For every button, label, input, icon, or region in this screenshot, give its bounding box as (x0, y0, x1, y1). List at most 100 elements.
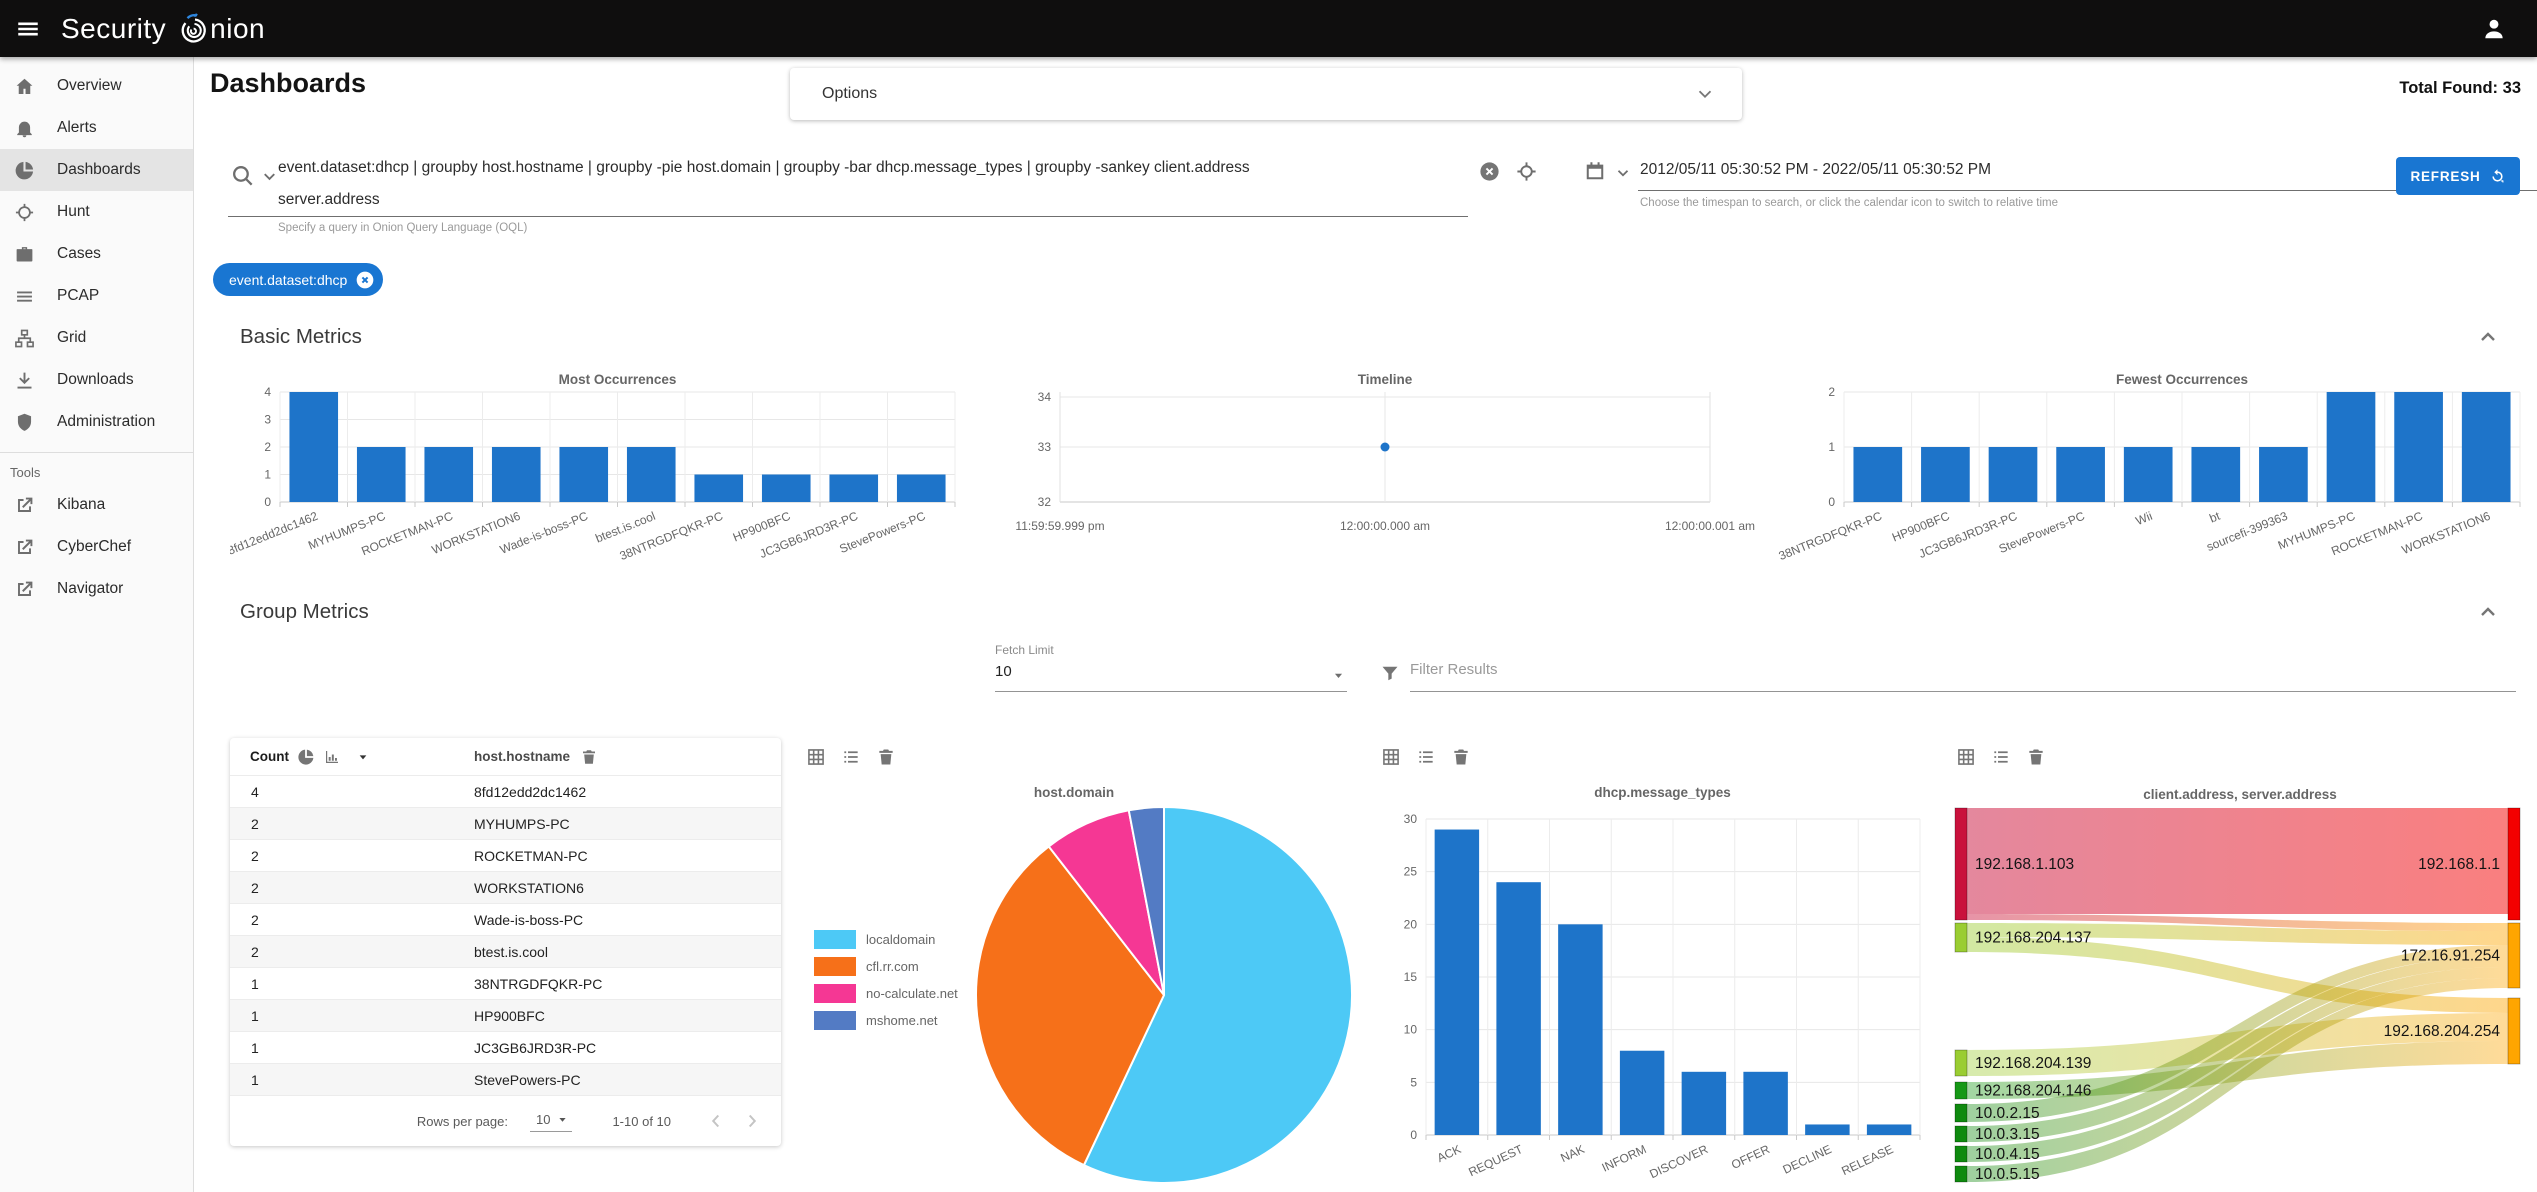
sankey-node-172.16.91.254[interactable] (2507, 922, 2521, 989)
timeline-point[interactable] (1380, 442, 1390, 452)
sankey-node-10.0.5.15[interactable] (1954, 1165, 1968, 1183)
remove-filter-icon[interactable] (355, 270, 375, 290)
sidebar-tool-kibana[interactable]: Kibana (0, 484, 193, 526)
sankey-node-10.0.2.15[interactable] (1954, 1103, 1968, 1123)
table-row[interactable]: 2 MYHUMPS-PC (230, 807, 781, 839)
sankey-link-10.0.3.15-to-172.16.91.254[interactable] (1967, 956, 2508, 1142)
list-view-icon[interactable] (841, 747, 861, 767)
sidebar-item-hunt[interactable]: Hunt (0, 191, 193, 233)
menu-icon[interactable] (15, 16, 41, 42)
bar-38NTRGDFQKR-PC[interactable] (694, 474, 744, 503)
sankey-node-192.168.1.1[interactable] (2507, 807, 2521, 921)
sankey-node-192.168.204.146[interactable] (1954, 1081, 1968, 1100)
bar-ROCKETMAN-PC[interactable] (2394, 392, 2443, 502)
date-chevron-icon[interactable] (1614, 164, 1632, 182)
trash-icon[interactable] (1451, 747, 1471, 767)
legend-item[interactable]: mshome.net (814, 1007, 958, 1034)
sidebar-item-downloads[interactable]: Downloads (0, 359, 193, 401)
sort-caret-icon[interactable] (355, 749, 371, 765)
previous-page-icon[interactable] (705, 1110, 727, 1132)
sankey-node-192.168.204.139[interactable] (1954, 1049, 1968, 1077)
table-row[interactable]: 1 HP900BFC (230, 999, 781, 1031)
sidebar-item-administration[interactable]: Administration (0, 401, 193, 443)
sankey-node-192.168.204.254[interactable] (2507, 997, 2521, 1065)
sankey-link-192.168.204.137-to-172.16.91.254[interactable] (1967, 923, 2508, 945)
bar-Wii[interactable] (2123, 447, 2173, 502)
bar-MYHUMPS-PC[interactable] (2326, 392, 2376, 502)
basic-metrics-collapse-icon[interactable] (2476, 325, 2500, 349)
fetch-limit-caret-icon[interactable] (1330, 667, 1347, 684)
bar-JC3GB6JRD3R-PC[interactable] (1988, 447, 2038, 502)
sidebar-item-pcap[interactable]: PCAP (0, 275, 193, 317)
sankey-node-10.0.3.15[interactable] (1954, 1125, 1968, 1143)
pie-slice-cfl.rr.com[interactable] (975, 845, 1166, 1167)
sankey-link-10.0.4.15-to-172.16.91.254[interactable] (1967, 967, 2508, 1162)
bar-chart-toggle-icon[interactable] (323, 748, 341, 766)
list-view-icon[interactable] (1416, 747, 1436, 767)
bar-HP900BFC[interactable] (1921, 447, 1970, 502)
clear-query-icon[interactable] (1478, 160, 1501, 183)
list-view-icon[interactable] (1991, 747, 2011, 767)
count-column-header[interactable]: Count (250, 749, 289, 764)
bar-DECLINE[interactable] (1805, 1124, 1850, 1135)
table-row[interactable]: 1 38NTRGDFQKR-PC (230, 967, 781, 999)
legend-item[interactable]: localdomain (814, 926, 958, 953)
pie-chart-toggle-icon[interactable] (297, 748, 315, 766)
table-row[interactable]: 4 8fd12edd2dc1462 (230, 775, 781, 807)
options-dropdown[interactable]: Options (790, 68, 1742, 120)
sankey-link-192.168.1.103-to-192.168.1.1[interactable] (1967, 808, 2508, 914)
search-history-chevron-icon[interactable] (260, 167, 279, 186)
bar-WORKSTATION6[interactable] (2461, 392, 2511, 502)
sidebar-item-dashboards[interactable]: Dashboards (0, 149, 193, 191)
filter-results-input[interactable] (1410, 661, 2515, 678)
sidebar-item-overview[interactable]: Overview (0, 65, 193, 107)
bar-Wade-is-boss-PC[interactable] (559, 447, 609, 502)
table-view-icon[interactable] (1381, 747, 1401, 767)
table-row[interactable]: 2 WORKSTATION6 (230, 871, 781, 903)
bar-StevePowers-PC[interactable] (2056, 447, 2105, 502)
bar-RELEASE[interactable] (1866, 1124, 1912, 1135)
bar-OFFER[interactable] (1743, 1071, 1788, 1135)
filter-chip[interactable]: event.dataset:dhcp (213, 263, 384, 296)
bar-8fd12edd2dc1462[interactable] (289, 392, 339, 502)
table-row[interactable]: 1 StevePowers-PC (230, 1063, 781, 1095)
group-metrics-collapse-icon[interactable] (2476, 600, 2500, 624)
fetch-limit-select[interactable]: 10 (995, 663, 1012, 680)
trash-icon[interactable] (2026, 747, 2046, 767)
sidebar-item-cases[interactable]: Cases (0, 233, 193, 275)
calendar-icon[interactable] (1584, 160, 1606, 182)
pie-slice-mshome.net[interactable] (1127, 805, 1165, 996)
table-view-icon[interactable] (1956, 747, 1976, 767)
bar-bt[interactable] (2191, 447, 2241, 502)
trash-icon[interactable] (876, 747, 896, 767)
table-row[interactable]: 1 JC3GB6JRD3R-PC (230, 1031, 781, 1063)
pie-slice-localdomain[interactable] (1082, 805, 1353, 1184)
sidebar-item-grid[interactable]: Grid (0, 317, 193, 359)
bar-ROCKETMAN-PC[interactable] (424, 447, 474, 502)
bar-JC3GB6JRD3R-PC[interactable] (829, 474, 879, 503)
sankey-node-192.168.1.103[interactable] (1954, 807, 1968, 921)
bar-StevePowers-PC[interactable] (896, 474, 946, 503)
sankey-node-10.0.4.15[interactable] (1954, 1145, 1968, 1163)
legend-item[interactable]: cfl.rr.com (814, 953, 958, 980)
refresh-button[interactable]: REFRESH (2396, 157, 2520, 195)
sankey-link-192.168.1.103-to-172.16.91.254[interactable] (1967, 914, 2508, 931)
bar-sourcefi-399363[interactable] (2259, 447, 2308, 502)
table-view-icon[interactable] (806, 747, 826, 767)
bar-HP900BFC[interactable] (761, 474, 811, 503)
bar-NAK[interactable] (1558, 924, 1603, 1135)
sidebar-item-alerts[interactable]: Alerts (0, 107, 193, 149)
quick-actions-icon[interactable] (1515, 160, 1538, 183)
bar-REQUEST[interactable] (1496, 882, 1541, 1135)
bar-ACK[interactable] (1434, 829, 1480, 1135)
table-row[interactable]: 2 Wade-is-boss-PC (230, 903, 781, 935)
next-page-icon[interactable] (741, 1110, 763, 1132)
trash-icon[interactable] (580, 748, 598, 766)
legend-item[interactable]: no-calculate.net (814, 980, 958, 1007)
bar-btest.is.cool[interactable] (626, 447, 676, 502)
bar-MYHUMPS-PC[interactable] (356, 447, 406, 502)
sidebar-tool-cyberchef[interactable]: CyberChef (0, 526, 193, 568)
bar-INFORM[interactable] (1619, 1050, 1665, 1135)
sidebar-tool-navigator[interactable]: Navigator (0, 568, 193, 610)
bar-WORKSTATION6[interactable] (491, 447, 541, 502)
